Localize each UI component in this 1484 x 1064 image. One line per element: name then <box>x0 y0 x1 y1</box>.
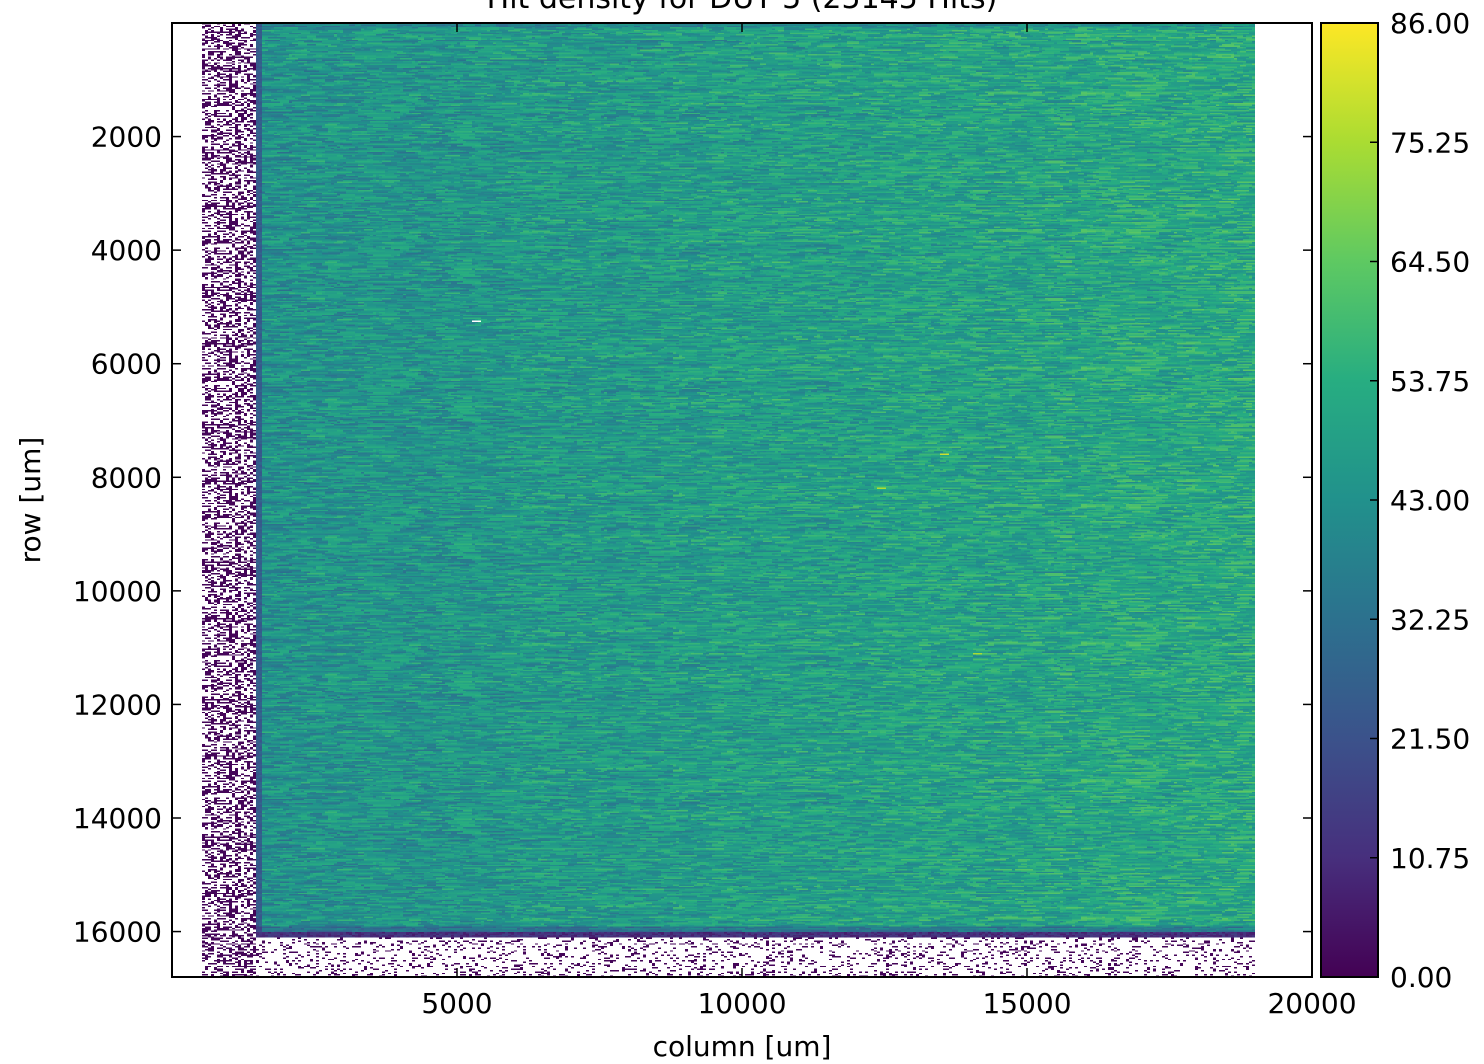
y-tick-label: 16000 <box>73 916 162 949</box>
x-tick-label: 5000 <box>421 987 492 1020</box>
y-tick-label: 10000 <box>73 575 162 608</box>
colorbar-gradient <box>1321 23 1378 977</box>
x-tick-label: 10000 <box>697 987 786 1020</box>
x-tick-label: 20000 <box>1267 987 1356 1020</box>
colorbar-tick-label: 32.25 <box>1390 603 1470 636</box>
colorbar-ticks: 0.00 10.75 21.50 32.25 43.00 53.75 64.50 75.25 8… <box>1370 7 1470 994</box>
y-axis-label: row [um] <box>14 437 47 564</box>
x-axis: 5000 10000 15000 20000 <box>421 23 1357 1020</box>
colorbar-tick-label: 0.00 <box>1390 961 1452 994</box>
x-tick-label: 15000 <box>982 987 1071 1020</box>
y-tick-label: 4000 <box>91 234 162 267</box>
colorbar-tick-label: 43.00 <box>1390 484 1470 517</box>
colorbar-tick-label: 75.25 <box>1390 126 1470 159</box>
y-tick-label: 6000 <box>91 348 162 381</box>
y-axis: 2000 4000 6000 8000 10000 12000 14000 16000 <box>73 121 1312 949</box>
chart-title: Hit density for DUT 5 (25145 Hits) <box>487 0 998 16</box>
colorbar-tick-label: 21.50 <box>1390 723 1470 756</box>
y-tick-label: 2000 <box>91 121 162 154</box>
y-tick-label: 8000 <box>91 461 162 494</box>
y-tick-label: 12000 <box>73 688 162 721</box>
colorbar: 0.00 10.75 21.50 32.25 43.00 53.75 64.50 75.25 8… <box>1320 7 1470 994</box>
heatmap-area <box>172 23 1312 977</box>
colorbar-tick-label: 53.75 <box>1390 365 1470 398</box>
y-tick-label: 14000 <box>73 802 162 835</box>
hit-density-heatmap <box>172 23 1312 977</box>
colorbar-tick-label: 64.50 <box>1390 246 1470 279</box>
colorbar-tick-label: 86.00 <box>1390 7 1470 40</box>
x-axis-label: column [um] <box>653 1030 832 1063</box>
colorbar-tick-label: 10.75 <box>1390 842 1470 875</box>
